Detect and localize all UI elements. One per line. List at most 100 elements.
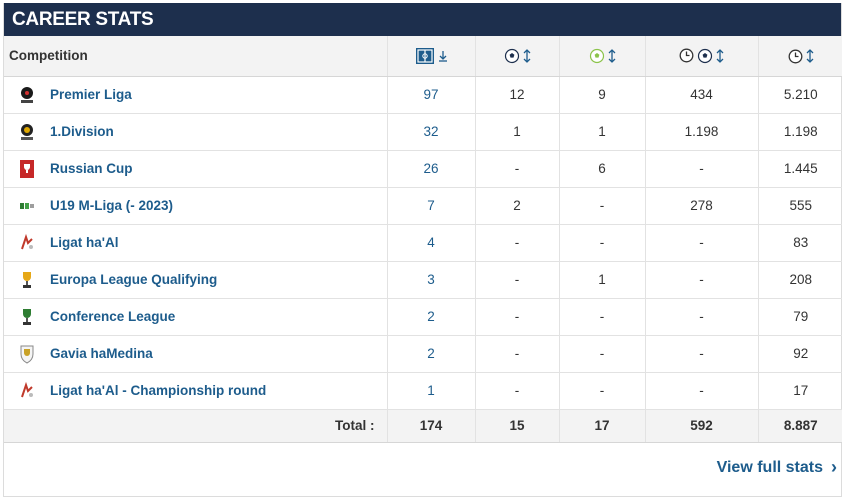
table-row: U19 M-Liga (- 2023) 7 2 - 278 555 <box>4 187 842 225</box>
table-row: Ligat ha'Al 4 - - - 83 <box>4 224 842 262</box>
competition-header: Competition <box>4 36 388 77</box>
competition-link[interactable]: Russian Cup <box>46 150 388 188</box>
total-minutes-played: 8.887 <box>758 409 842 443</box>
total-assists: 17 <box>559 409 646 443</box>
total-minutes-per-goal: 592 <box>645 409 759 443</box>
appearances-value[interactable]: 7 <box>387 187 476 225</box>
competition-logo-cell <box>4 261 46 299</box>
appearances-value[interactable]: 26 <box>387 150 476 188</box>
u19-m-liga-logo <box>20 202 34 209</box>
appearances-value[interactable]: 2 <box>387 335 476 373</box>
goals-value: - <box>475 261 560 299</box>
competition-logo-cell <box>4 224 46 262</box>
goals-icon <box>697 48 713 64</box>
minutes-played-value: 83 <box>758 224 842 262</box>
assists-value: - <box>559 372 646 410</box>
gavia-hamedina-logo <box>20 345 34 364</box>
table-row: Europa League Qualifying 3 - 1 - 208 <box>4 261 842 299</box>
goals-value: - <box>475 298 560 336</box>
competition-link[interactable]: 1.Division <box>46 113 388 151</box>
assists-value: - <box>559 187 646 225</box>
appearances-value[interactable]: 97 <box>387 76 476 114</box>
assists-value: - <box>559 224 646 262</box>
minutes-played-value: 1.198 <box>758 113 842 151</box>
sort-icon[interactable] <box>608 49 616 63</box>
appearances-icon <box>415 47 434 64</box>
ligat-haal-logo <box>21 233 33 249</box>
minutes-played-value: 5.210 <box>758 76 842 114</box>
clock-icon <box>679 49 694 63</box>
assists-value: - <box>559 298 646 336</box>
competition-link[interactable]: Premier Liga <box>46 76 388 114</box>
goals-icon <box>504 48 519 64</box>
minutes-played-value: 79 <box>758 298 842 336</box>
minutes-played-value: 555 <box>758 187 842 225</box>
total-row: Total : 174 15 17 592 8.887 <box>4 409 842 443</box>
appearances-value[interactable]: 3 <box>387 261 476 299</box>
competition-link[interactable]: Gavia haMedina <box>46 335 388 373</box>
appearances-value[interactable]: 4 <box>387 224 476 262</box>
assists-value: 6 <box>559 150 646 188</box>
appearances-value[interactable]: 2 <box>387 298 476 336</box>
table-row: 1.Division 32 1 1 1.198 1.198 <box>4 113 842 151</box>
competition-logo-cell <box>4 372 46 410</box>
1-division-logo <box>21 123 33 140</box>
minutes-per-goal-value: - <box>645 261 759 299</box>
assists-icon <box>589 48 604 64</box>
career-stats-table: Competition <box>4 36 842 443</box>
assists-value: 9 <box>559 76 646 114</box>
minutes-played-value: 17 <box>758 372 842 410</box>
goals-value: - <box>475 372 560 410</box>
minutes-played-header[interactable] <box>758 36 842 77</box>
minutes-played-value: 208 <box>758 261 842 299</box>
competition-link[interactable]: Europa League Qualifying <box>46 261 388 299</box>
appearances-header[interactable] <box>387 36 476 77</box>
competition-logo-cell <box>4 150 46 188</box>
goals-value: 12 <box>475 76 560 114</box>
footer: View full stats › <box>717 457 837 478</box>
minutes-per-goal-value: - <box>645 372 759 410</box>
goals-value: - <box>475 150 560 188</box>
sort-icon[interactable] <box>523 49 531 63</box>
table-row: Conference League 2 - - - 79 <box>4 298 842 336</box>
assists-value: 1 <box>559 261 646 299</box>
minutes-per-goal-value: - <box>645 298 759 336</box>
total-goals: 15 <box>475 409 560 443</box>
assists-value: - <box>559 335 646 373</box>
chevron-right-icon[interactable]: › <box>831 457 837 477</box>
career-stats-card: CAREER STATS Competition <box>3 3 842 497</box>
sort-icon[interactable] <box>806 49 814 64</box>
goals-header[interactable] <box>475 36 560 77</box>
competition-logo-cell <box>4 76 46 114</box>
minutes-per-goal-value: 434 <box>645 76 759 114</box>
competition-link[interactable]: Ligat ha'Al <box>46 224 388 262</box>
minutes-played-value: 92 <box>758 335 842 373</box>
competition-logo-cell <box>4 335 46 373</box>
competition-link[interactable]: Ligat ha'Al - Championship round <box>46 372 388 410</box>
premier-liga-logo <box>21 86 33 103</box>
minutes-played-value: 1.445 <box>758 150 842 188</box>
competition-logo-cell <box>4 298 46 336</box>
minutes-per-goal-header[interactable] <box>645 36 759 77</box>
total-label: Total : <box>4 409 388 443</box>
goals-value: - <box>475 335 560 373</box>
competition-link[interactable]: Conference League <box>46 298 388 336</box>
russian-cup-logo <box>20 159 34 178</box>
total-appearances: 174 <box>387 409 476 443</box>
competition-logo-cell <box>4 187 46 225</box>
assists-header[interactable] <box>559 36 646 77</box>
table-header-row: Competition <box>4 36 842 77</box>
goals-value: - <box>475 224 560 262</box>
section-title: CAREER STATS <box>4 3 841 36</box>
competition-logo-cell <box>4 113 46 151</box>
view-full-stats-link[interactable]: View full stats <box>716 458 823 476</box>
minutes-per-goal-value: 1.198 <box>645 113 759 151</box>
assists-value: 1 <box>559 113 646 151</box>
sort-descending-icon[interactable] <box>438 50 448 62</box>
europa-league-logo <box>23 271 31 288</box>
appearances-value[interactable]: 32 <box>387 113 476 151</box>
competition-link[interactable]: U19 M-Liga (- 2023) <box>46 187 388 225</box>
appearances-value[interactable]: 1 <box>387 372 476 410</box>
sort-icon[interactable] <box>716 49 724 63</box>
ligat-haal-logo <box>21 381 33 397</box>
